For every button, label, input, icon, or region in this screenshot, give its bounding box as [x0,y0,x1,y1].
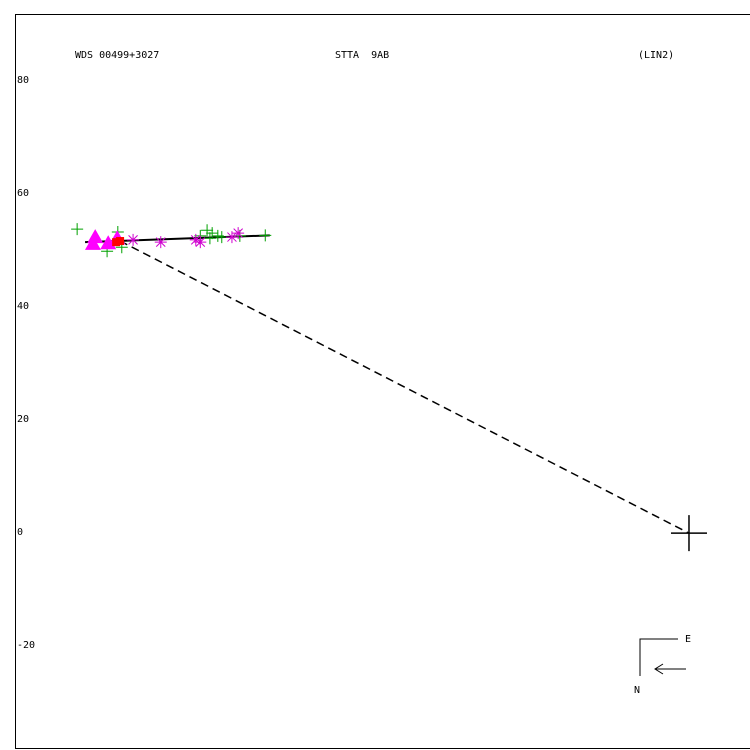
dashed-line [119,240,690,534]
y-tick-label: 80 [17,75,29,86]
asterisk-stroke [225,231,238,244]
compass-label: E [685,634,691,645]
data-point [194,236,207,249]
data-point [189,233,202,246]
data-point [201,224,214,237]
cross-stroke [670,515,707,552]
data-point [232,227,245,240]
data-point [112,238,121,247]
square-shape [112,238,121,247]
y-tick-label: 60 [17,188,29,199]
compass: E N [634,634,691,696]
asterisk-stroke [127,233,140,246]
chart-subtitle: STTA 9AB [335,50,389,61]
plus-stroke [201,224,214,237]
triangle-shape [84,235,101,250]
plus-stroke [71,223,84,236]
data-point [84,235,101,250]
compass-arrowhead [654,663,664,675]
plus-stroke [215,231,228,244]
y-tick-label: 0 [17,527,23,538]
data-point [225,231,238,244]
plus-stroke [259,229,272,242]
compass-label: N [634,685,640,696]
y-tick-label: 20 [17,414,29,425]
asterisk-stroke [154,236,167,249]
data-point [215,231,228,244]
compass-axes [639,638,678,676]
data-point [259,229,272,242]
asterisk-stroke [189,233,202,246]
plot-frame [15,14,750,749]
data-point [71,223,84,236]
annotation: (LIN2) [638,50,674,61]
data-point [154,236,167,249]
y-tick-label: 40 [17,301,29,312]
plus-stroke [206,227,219,240]
data-point [203,232,216,245]
asterisk-stroke [194,236,207,249]
plus-stroke [203,232,216,245]
data-point [127,233,140,246]
chart-title: WDS 00499+3027 [75,50,159,61]
asterisk-stroke [232,227,245,240]
data-point [206,227,219,240]
data-point [670,515,707,552]
y-tick-label: -20 [17,640,35,651]
